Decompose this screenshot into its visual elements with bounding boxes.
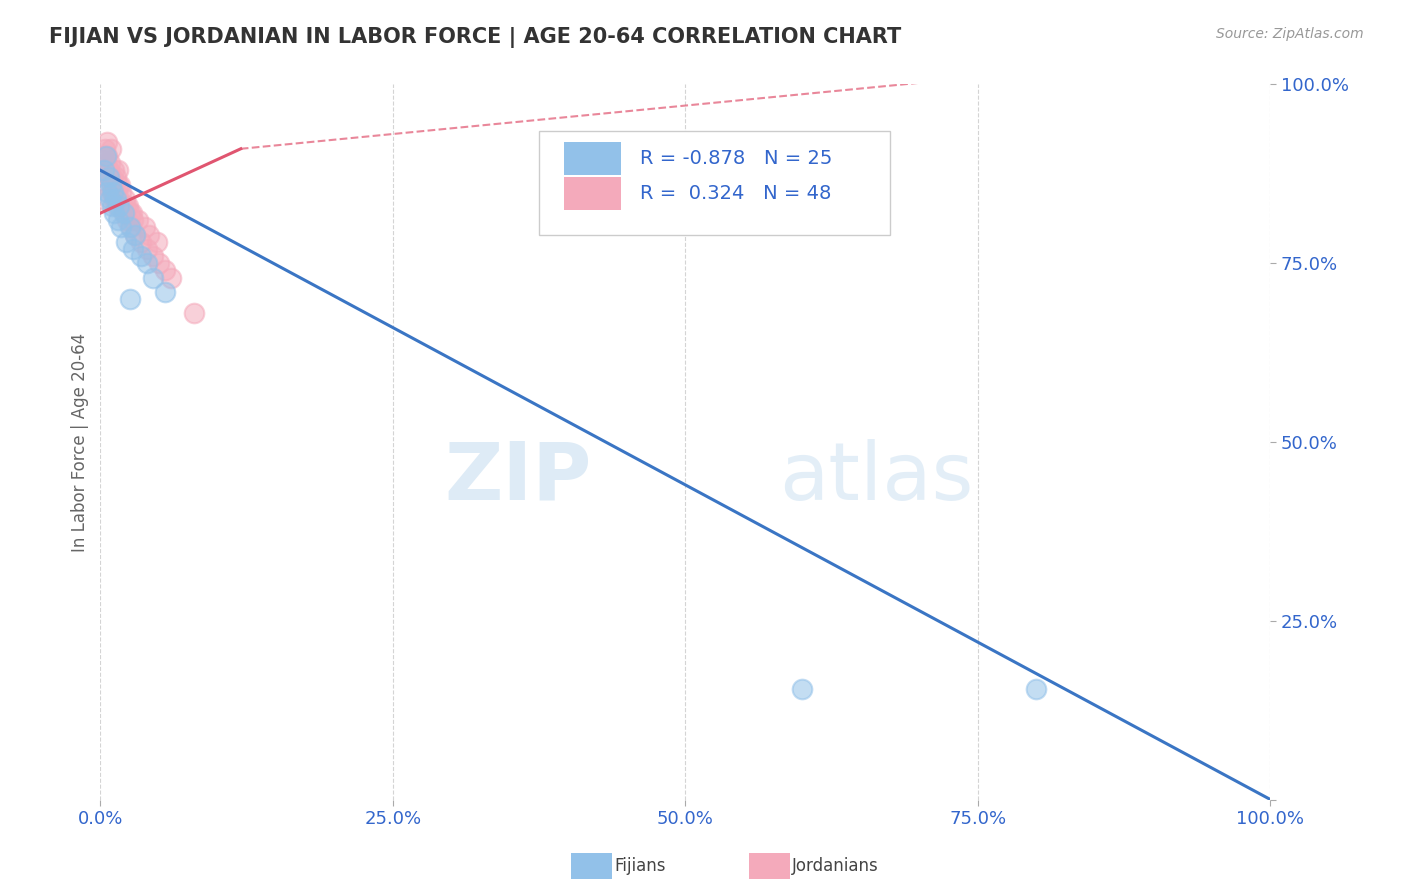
Point xyxy=(136,256,159,270)
Point xyxy=(93,163,115,178)
Point xyxy=(118,292,141,306)
Point xyxy=(108,199,131,213)
Point xyxy=(112,206,135,220)
Point xyxy=(96,170,118,185)
Point xyxy=(103,185,125,199)
Point xyxy=(136,242,159,256)
Point xyxy=(98,156,121,170)
Point xyxy=(110,220,132,235)
Point xyxy=(96,149,118,163)
Point xyxy=(183,306,205,320)
Point xyxy=(98,170,121,185)
Point xyxy=(96,185,118,199)
Point xyxy=(124,227,146,242)
Point xyxy=(100,178,122,192)
Point xyxy=(121,206,143,220)
Point xyxy=(129,249,152,263)
Text: Jordanians: Jordanians xyxy=(792,857,879,875)
Point xyxy=(103,192,125,206)
Point xyxy=(112,206,135,220)
Point xyxy=(104,192,127,206)
Point xyxy=(96,149,118,163)
Point xyxy=(104,170,127,185)
Point xyxy=(101,199,124,213)
Point xyxy=(117,213,139,227)
Point xyxy=(108,192,131,206)
Point xyxy=(122,213,145,227)
Point xyxy=(142,270,165,285)
FancyBboxPatch shape xyxy=(538,131,890,235)
Point xyxy=(111,199,134,213)
Point xyxy=(138,227,160,242)
Point xyxy=(101,185,124,199)
Point xyxy=(107,213,129,227)
Point xyxy=(107,178,129,192)
Point xyxy=(107,163,129,178)
Point xyxy=(100,142,122,156)
Point xyxy=(153,263,176,277)
Text: R = -0.878   N = 25: R = -0.878 N = 25 xyxy=(640,149,832,169)
Point xyxy=(145,235,167,249)
Text: atlas: atlas xyxy=(779,439,973,516)
Point xyxy=(127,213,149,227)
Point xyxy=(103,178,125,192)
FancyBboxPatch shape xyxy=(564,143,621,175)
FancyBboxPatch shape xyxy=(564,177,621,210)
Point xyxy=(96,135,118,149)
Point xyxy=(134,220,156,235)
Point xyxy=(153,285,176,299)
Point xyxy=(129,235,152,249)
Text: Fijians: Fijians xyxy=(614,857,666,875)
Point xyxy=(94,142,117,156)
Point xyxy=(90,192,112,206)
Point xyxy=(115,235,138,249)
Point xyxy=(101,170,124,185)
Point xyxy=(103,163,125,178)
Point xyxy=(96,156,118,170)
Point xyxy=(117,199,139,213)
Point xyxy=(115,199,138,213)
Text: Source: ZipAtlas.com: Source: ZipAtlas.com xyxy=(1216,27,1364,41)
Point xyxy=(91,178,114,192)
Point xyxy=(792,681,814,696)
Point xyxy=(118,206,141,220)
Point xyxy=(93,163,115,178)
Point xyxy=(97,163,120,178)
Point xyxy=(110,185,132,199)
Point xyxy=(1025,681,1047,696)
Text: ZIP: ZIP xyxy=(444,439,592,516)
Point xyxy=(98,192,121,206)
Point xyxy=(120,220,142,235)
Point xyxy=(148,256,170,270)
Y-axis label: In Labor Force | Age 20-64: In Labor Force | Age 20-64 xyxy=(72,333,89,551)
Point xyxy=(103,206,125,220)
Point xyxy=(159,270,181,285)
Point xyxy=(110,178,132,192)
Point xyxy=(97,170,120,185)
Point xyxy=(118,220,141,235)
Point xyxy=(104,185,127,199)
Point xyxy=(105,199,128,213)
Point xyxy=(124,227,146,242)
Point xyxy=(142,249,165,263)
Point xyxy=(122,242,145,256)
Point xyxy=(114,192,136,206)
Point xyxy=(93,149,115,163)
Text: R =  0.324   N = 48: R = 0.324 N = 48 xyxy=(640,184,831,203)
Text: FIJIAN VS JORDANIAN IN LABOR FORCE | AGE 20-64 CORRELATION CHART: FIJIAN VS JORDANIAN IN LABOR FORCE | AGE… xyxy=(49,27,901,48)
